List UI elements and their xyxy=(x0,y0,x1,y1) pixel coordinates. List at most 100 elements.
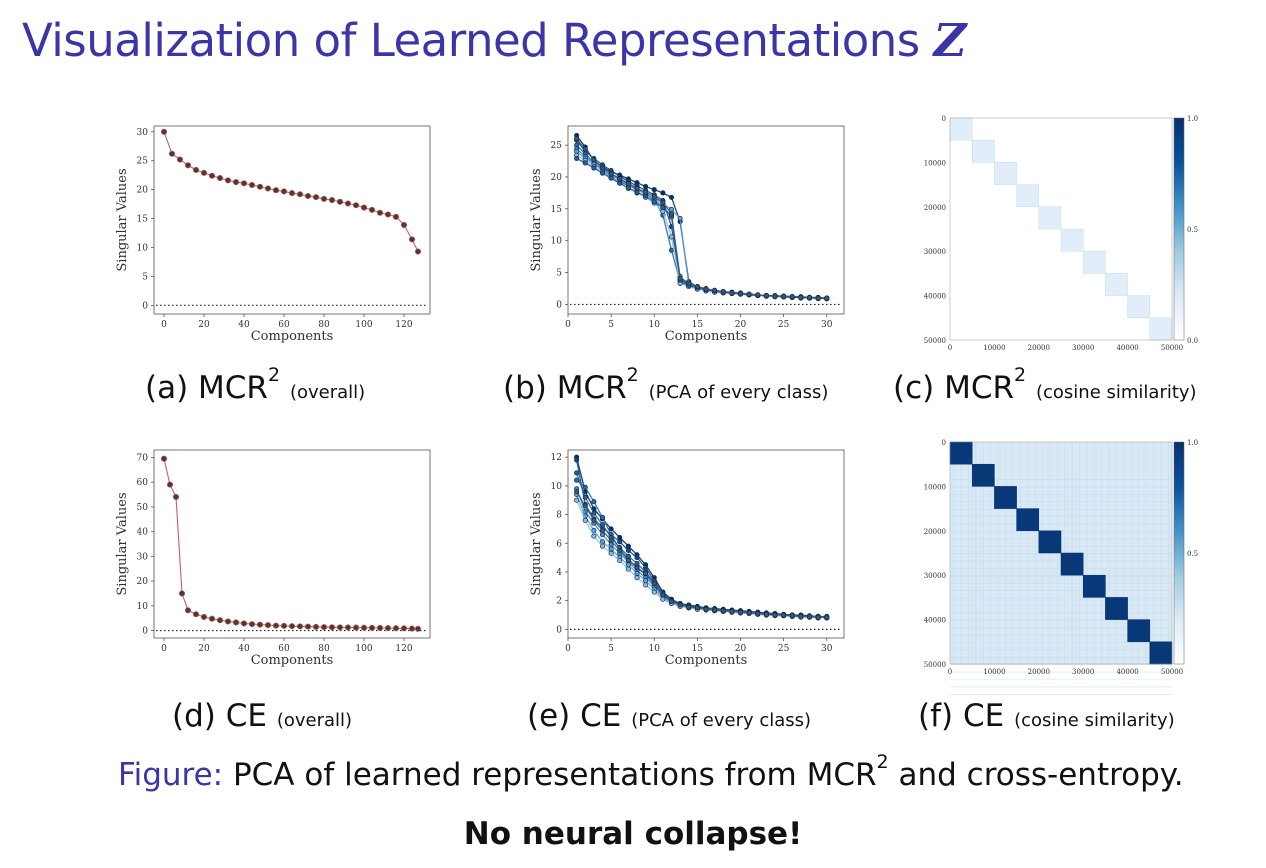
data-point xyxy=(599,165,606,171)
y-tick-label: 40000 xyxy=(924,617,946,625)
plot-frame xyxy=(153,449,431,639)
figure-caption-tail: and cross-entropy. xyxy=(898,757,1184,793)
data-point xyxy=(634,560,640,566)
data-point xyxy=(789,294,795,300)
caption-a: (a) MCR2 (overall) xyxy=(145,366,365,407)
data-point xyxy=(336,624,344,631)
caption-d: (d) CE (overall) xyxy=(172,698,352,734)
data-point xyxy=(208,615,216,622)
data-point xyxy=(677,215,683,221)
data-point xyxy=(336,198,344,205)
data-point xyxy=(591,499,597,505)
data-point xyxy=(668,598,675,604)
data-point xyxy=(763,611,769,617)
x-tick-label: 5 xyxy=(608,320,614,330)
figure-caption-label: Figure: xyxy=(118,757,224,793)
x-tick-label: 25 xyxy=(778,644,790,654)
data-point xyxy=(272,187,280,194)
data-point xyxy=(384,625,392,632)
data-point xyxy=(264,622,272,629)
data-point xyxy=(755,611,761,617)
data-point xyxy=(296,191,304,198)
heatmap-frame xyxy=(949,441,1173,665)
data-point xyxy=(591,533,597,539)
data-point xyxy=(617,547,623,554)
x-tick-label: 10 xyxy=(649,644,661,654)
data-point xyxy=(296,623,304,630)
caption-c-sup: 2 xyxy=(1014,364,1027,386)
series-line xyxy=(576,491,827,618)
caption-b-lead: (b) MCR xyxy=(503,370,627,406)
series-line xyxy=(576,499,827,619)
data-point xyxy=(582,494,588,500)
data-point xyxy=(304,623,312,630)
y-tick-label: 0 xyxy=(942,439,946,447)
x-axis-label: Components xyxy=(251,653,334,668)
x-tick-label: 20 xyxy=(198,644,210,654)
data-point xyxy=(660,190,666,196)
x-tick-label: 120 xyxy=(395,320,412,330)
data-point xyxy=(591,527,597,533)
data-point xyxy=(240,180,248,187)
data-point xyxy=(617,534,623,541)
data-point xyxy=(392,625,400,632)
figure-caption-text: PCA of learned representations from MCR xyxy=(232,757,877,793)
data-point xyxy=(168,150,176,157)
y-tick-label: 4 xyxy=(556,568,562,578)
x-tick-label: 20 xyxy=(198,320,210,330)
data-point xyxy=(729,290,735,296)
data-point xyxy=(328,196,336,204)
data-point xyxy=(694,605,700,611)
title-text: Visualization of Learned Representations xyxy=(22,14,920,67)
data-point xyxy=(360,204,368,211)
data-point xyxy=(798,294,804,300)
x-tick-label: 80 xyxy=(318,644,330,654)
data-point xyxy=(643,189,649,195)
x-tick-label: 15 xyxy=(692,320,704,330)
data-point xyxy=(643,565,649,571)
x-tick-label: 20000 xyxy=(1028,344,1050,352)
data-point xyxy=(376,209,384,216)
data-point xyxy=(352,624,360,631)
data-point xyxy=(729,608,735,615)
y-tick-label: 30000 xyxy=(924,572,946,580)
series-line xyxy=(576,157,827,300)
data-point xyxy=(772,293,778,299)
data-point xyxy=(574,155,580,162)
data-point xyxy=(232,619,240,626)
data-point xyxy=(166,481,174,488)
data-point xyxy=(746,291,752,297)
data-point xyxy=(686,604,692,610)
data-point xyxy=(617,557,623,564)
series-line xyxy=(575,488,827,619)
data-point xyxy=(643,578,649,584)
y-tick-label: 10000 xyxy=(924,483,946,491)
x-tick-label: 80 xyxy=(318,320,330,330)
data-point xyxy=(280,622,288,629)
data-point xyxy=(200,169,208,176)
x-tick-label: 10 xyxy=(649,320,661,330)
data-point xyxy=(668,194,675,200)
data-point xyxy=(304,192,312,200)
data-point xyxy=(798,613,804,620)
data-point xyxy=(312,623,320,630)
data-point xyxy=(172,493,180,501)
data-point xyxy=(599,170,606,176)
data-point xyxy=(368,206,376,213)
caption-b-sup: 2 xyxy=(626,364,639,386)
y-tick-label: 20 xyxy=(137,577,149,587)
data-point xyxy=(224,618,232,625)
y-tick-label: 40 xyxy=(137,528,149,538)
colorbar xyxy=(1173,441,1185,665)
y-tick-label: 0 xyxy=(556,625,562,635)
colorbar-tick-label: 1.0 xyxy=(1187,115,1198,123)
data-point xyxy=(248,621,256,628)
caption-b-note: (PCA of every class) xyxy=(648,382,829,403)
diagonal-block xyxy=(1149,317,1173,341)
y-tick-label: 20 xyxy=(137,186,149,196)
data-point xyxy=(599,522,606,528)
x-tick-label: 30 xyxy=(821,644,833,654)
data-point xyxy=(625,543,631,549)
data-point xyxy=(712,287,718,293)
data-point xyxy=(192,166,200,174)
